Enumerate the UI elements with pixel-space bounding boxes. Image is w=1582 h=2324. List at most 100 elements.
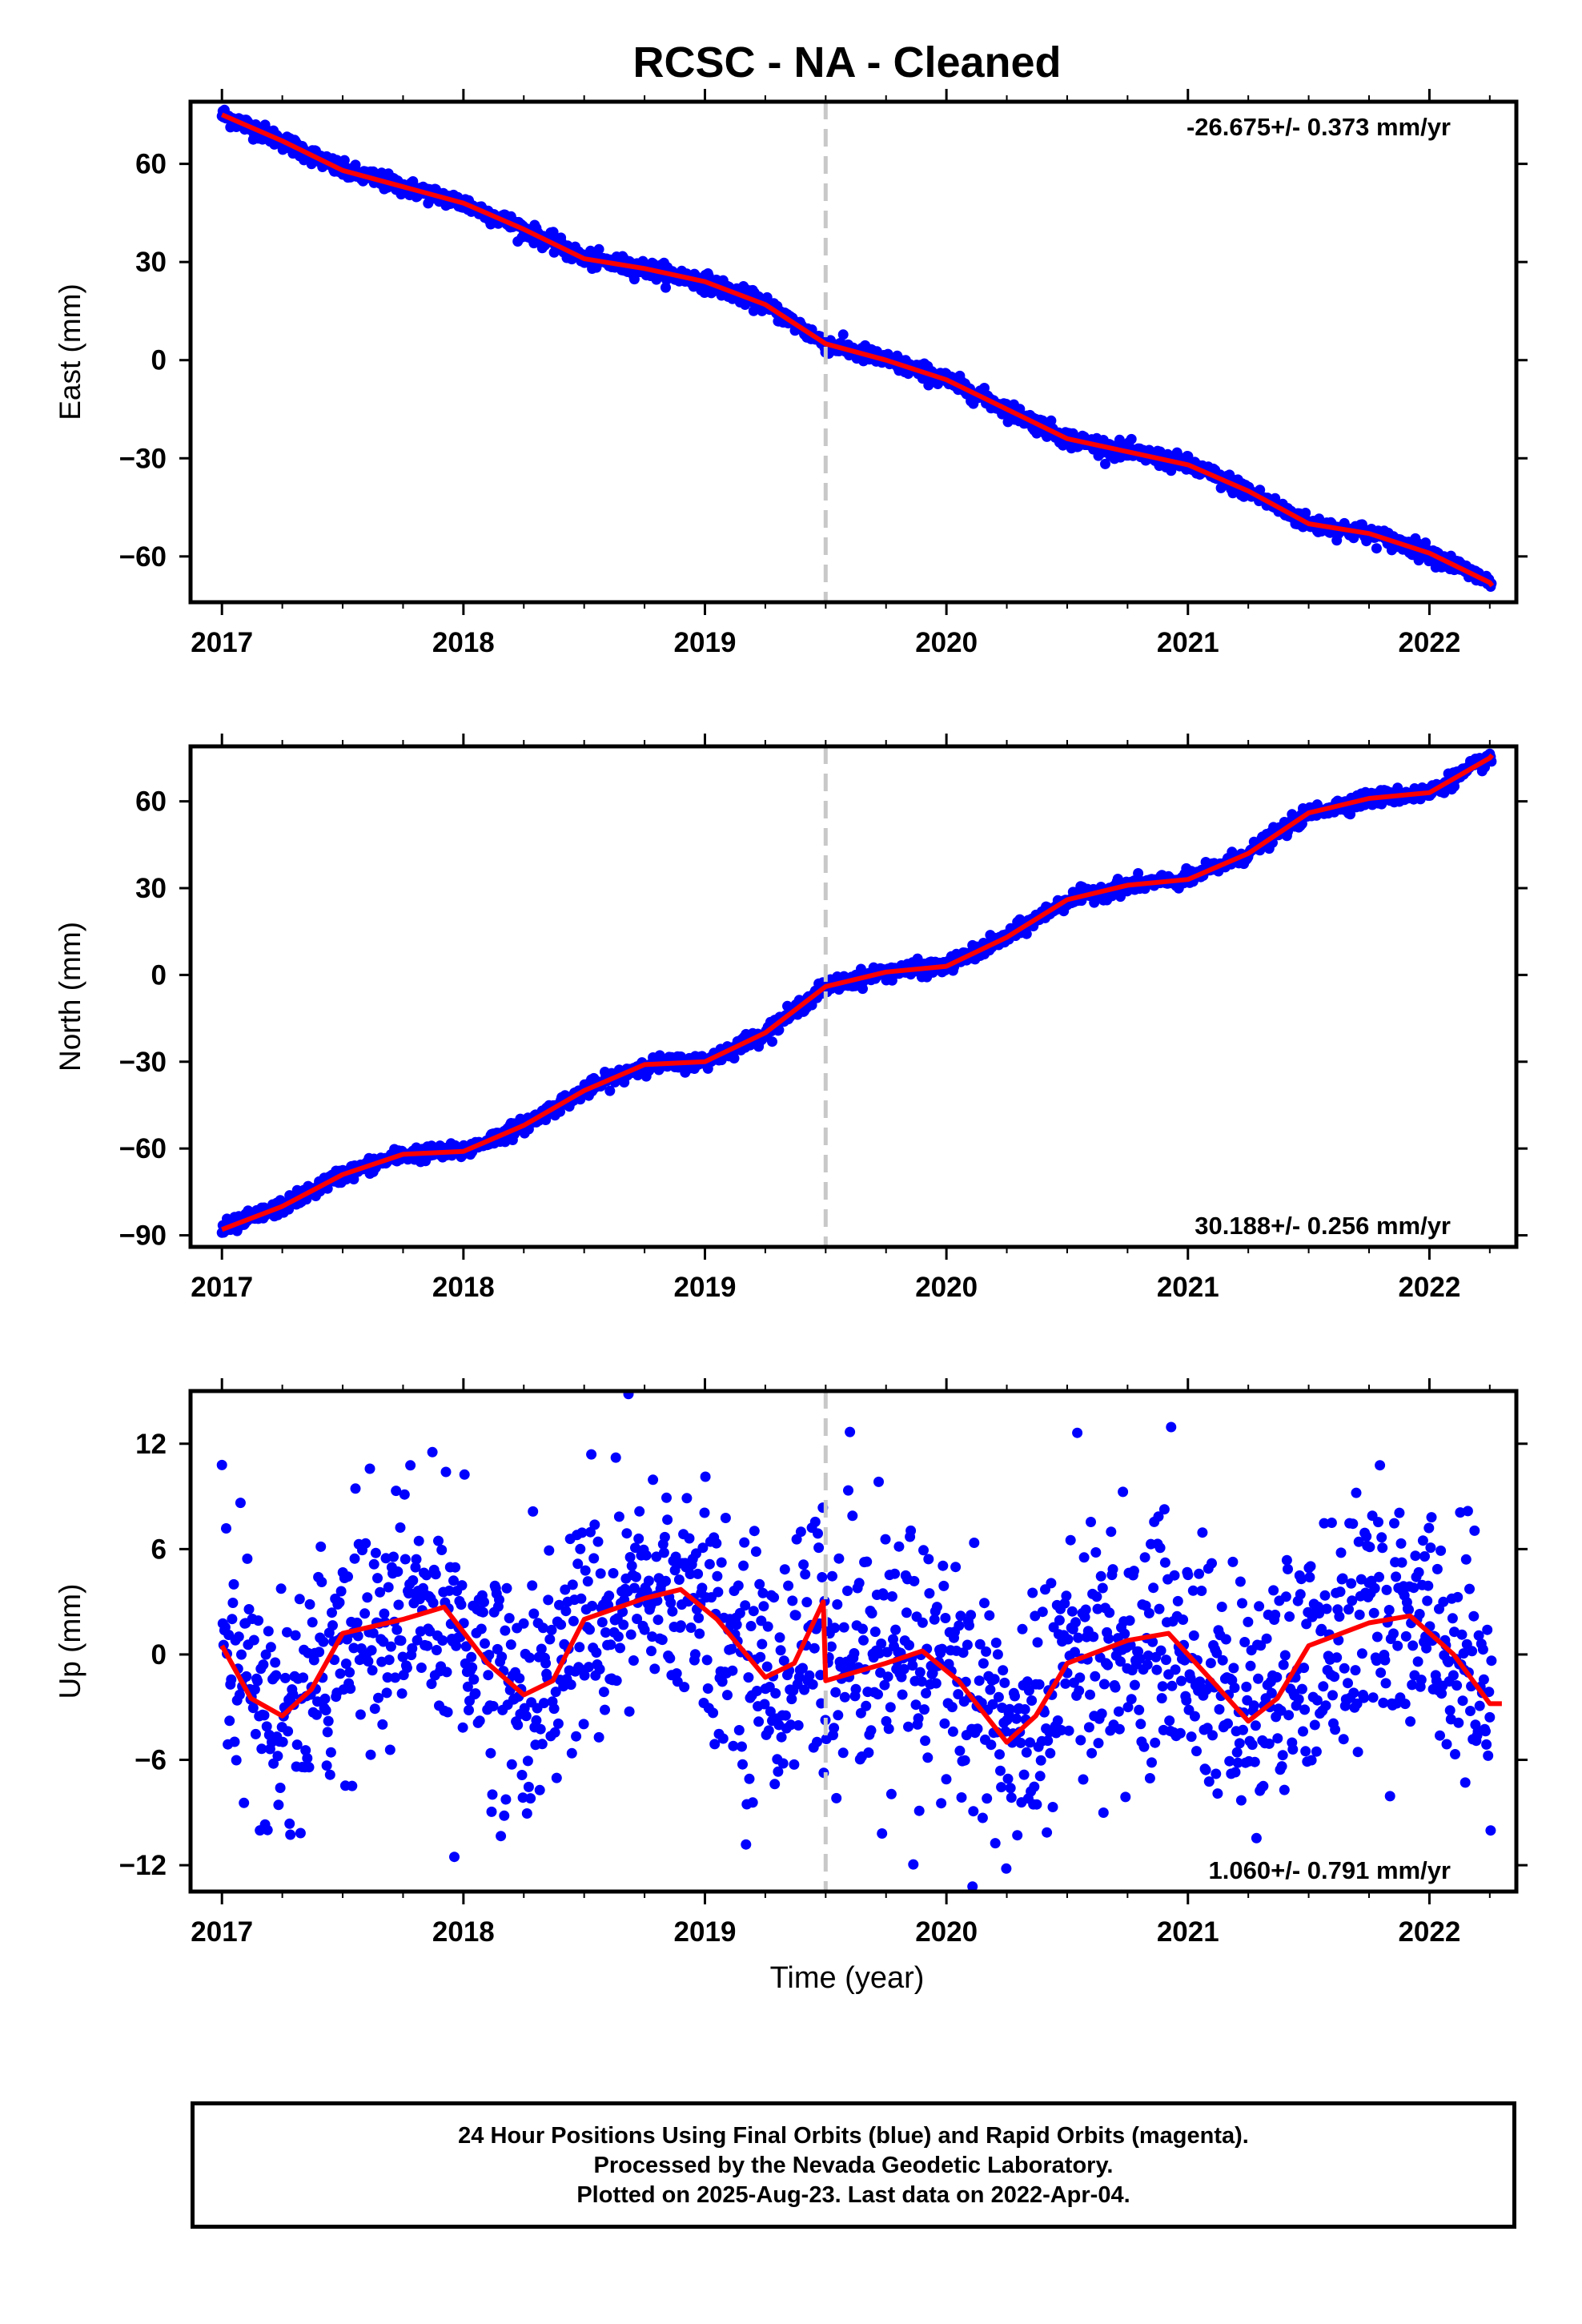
data-point: [630, 1542, 640, 1554]
data-point: [327, 1620, 338, 1631]
data-point: [765, 1706, 776, 1717]
data-point: [990, 1637, 1002, 1648]
data-point: [1270, 1610, 1281, 1620]
data-point: [370, 1547, 381, 1558]
data-point: [430, 1569, 441, 1580]
data-point: [1279, 1784, 1290, 1795]
data-point: [1010, 1691, 1020, 1702]
data-point: [995, 1765, 1006, 1776]
data-point: [1464, 1583, 1475, 1594]
data-point: [898, 1663, 909, 1675]
data-point: [998, 1665, 1009, 1676]
data-point: [227, 1598, 239, 1608]
data-point: [1353, 1536, 1364, 1547]
data-point: [681, 1493, 693, 1504]
data-point: [1371, 1631, 1383, 1642]
data-point: [931, 1602, 942, 1613]
data-point: [1102, 1659, 1114, 1671]
data-point: [451, 1640, 462, 1651]
data-point: [1380, 1678, 1391, 1689]
data-point: [916, 1676, 927, 1687]
data-point: [1090, 1671, 1101, 1682]
data-point: [290, 1630, 301, 1641]
data-point: [1126, 1694, 1137, 1705]
data-point: [382, 1672, 393, 1683]
data-point: [1305, 1561, 1316, 1572]
data-point: [873, 1689, 883, 1700]
data-point: [950, 1562, 962, 1573]
data-point: [1369, 1582, 1380, 1594]
data-point: [623, 1391, 634, 1400]
data-point: [574, 1642, 585, 1653]
data-point: [383, 1655, 395, 1666]
data-point: [1348, 1687, 1359, 1699]
data-point: [777, 1758, 789, 1769]
data-point: [673, 1574, 685, 1585]
data-point: [661, 1575, 671, 1586]
data-point: [440, 1466, 452, 1478]
data-point: [594, 1663, 605, 1675]
data-point: [1194, 1568, 1205, 1579]
data-point: [413, 1535, 424, 1546]
data-point: [1174, 1727, 1186, 1739]
data-point: [1211, 1768, 1222, 1779]
data-point: [762, 1621, 773, 1632]
data-point: [907, 1660, 918, 1671]
data-point: [753, 1716, 765, 1727]
data-point: [227, 1614, 238, 1625]
data-point: [1002, 1773, 1014, 1784]
data-point: [999, 1677, 1010, 1688]
data-point: [1309, 1719, 1320, 1731]
data-point: [1018, 1769, 1030, 1780]
data-point: [579, 1670, 590, 1681]
data-point: [1061, 1590, 1072, 1602]
data-point: [325, 1747, 336, 1758]
data-point: [1364, 1542, 1375, 1553]
y-axis-label: North (mm): [54, 922, 86, 1072]
data-point: [279, 1672, 291, 1683]
data-point: [1450, 1749, 1460, 1759]
data-point: [340, 1659, 351, 1669]
data-point: [1413, 1566, 1424, 1578]
data-point: [302, 1753, 313, 1763]
data-point: [1485, 1825, 1496, 1836]
data-point: [809, 1642, 820, 1654]
data-point: [731, 1619, 742, 1630]
data-point: [1474, 1700, 1485, 1711]
data-point: [1376, 1532, 1387, 1543]
data-point: [468, 1674, 480, 1685]
data-point: [913, 1713, 924, 1724]
data-point: [1293, 1694, 1304, 1705]
x-tick-label: 2017: [191, 1916, 253, 1948]
data-point: [709, 1739, 721, 1750]
data-point: [1078, 1552, 1090, 1563]
data-point: [661, 282, 671, 293]
data-point: [905, 1525, 917, 1536]
y-tick-label: 0: [151, 959, 167, 991]
data-point: [750, 1546, 761, 1557]
data-point: [1235, 1795, 1247, 1806]
data-point: [878, 1590, 889, 1601]
data-point: [1407, 1679, 1418, 1691]
data-point: [236, 1649, 247, 1660]
data-point: [520, 1711, 532, 1722]
data-point: [584, 1624, 595, 1635]
data-point: [921, 1687, 932, 1699]
data-point: [967, 1881, 978, 1892]
data-point: [1396, 1557, 1407, 1568]
x-tick-label: 2021: [1157, 627, 1219, 658]
data-point: [763, 1725, 774, 1736]
data-point: [1326, 1518, 1337, 1528]
data-point: [1456, 1629, 1468, 1640]
data-point: [544, 1545, 555, 1556]
data-point: [1250, 1720, 1261, 1731]
data-point: [348, 1642, 359, 1654]
data-point: [496, 1651, 508, 1663]
data-point: [640, 1550, 652, 1561]
data-point: [1157, 1681, 1168, 1692]
data-point: [1327, 1690, 1338, 1701]
data-point: [865, 1725, 877, 1736]
data-point: [1032, 1637, 1043, 1648]
y-axis-label: Up (mm): [54, 1584, 86, 1699]
data-point: [270, 1657, 281, 1668]
